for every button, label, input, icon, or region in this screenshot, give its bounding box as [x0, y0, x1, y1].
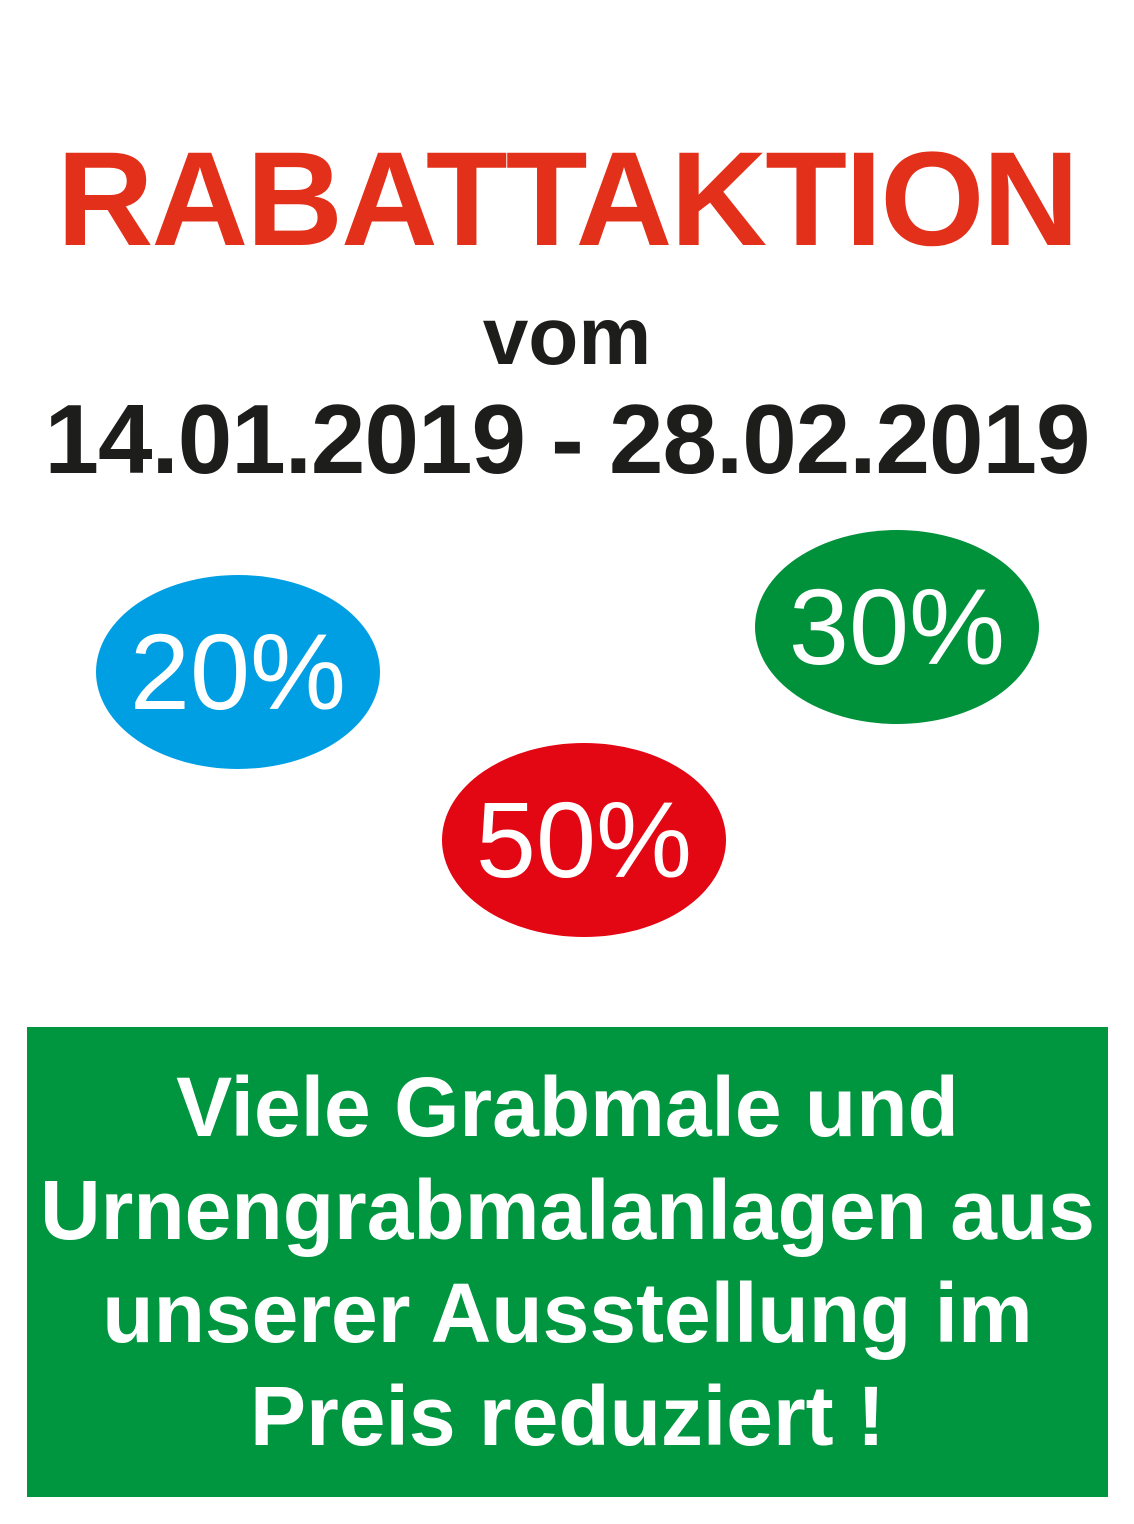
badge-label: 50% [475, 779, 693, 900]
discount-badge-20: 20% [96, 575, 380, 769]
poster-title: RABATTAKTION [56, 125, 1080, 274]
banner-line: Preis reduziert ! [250, 1369, 885, 1463]
discount-badge-30: 30% [755, 530, 1039, 724]
banner-line: Viele Grabmale und [176, 1060, 959, 1154]
date-range: 14.01.2019 - 28.02.2019 [44, 384, 1090, 494]
discount-badge-50: 50% [442, 743, 726, 937]
banner-line: Urnengrabmalanlagen aus [40, 1163, 1095, 1257]
info-banner: Viele Grabmale und Urnengrabmalanlagen a… [27, 1027, 1108, 1497]
banner-line: unserer Ausstellung im [102, 1266, 1033, 1360]
badge-label: 30% [788, 566, 1006, 687]
badge-label: 20% [129, 611, 347, 732]
subtitle: vom [482, 291, 652, 382]
